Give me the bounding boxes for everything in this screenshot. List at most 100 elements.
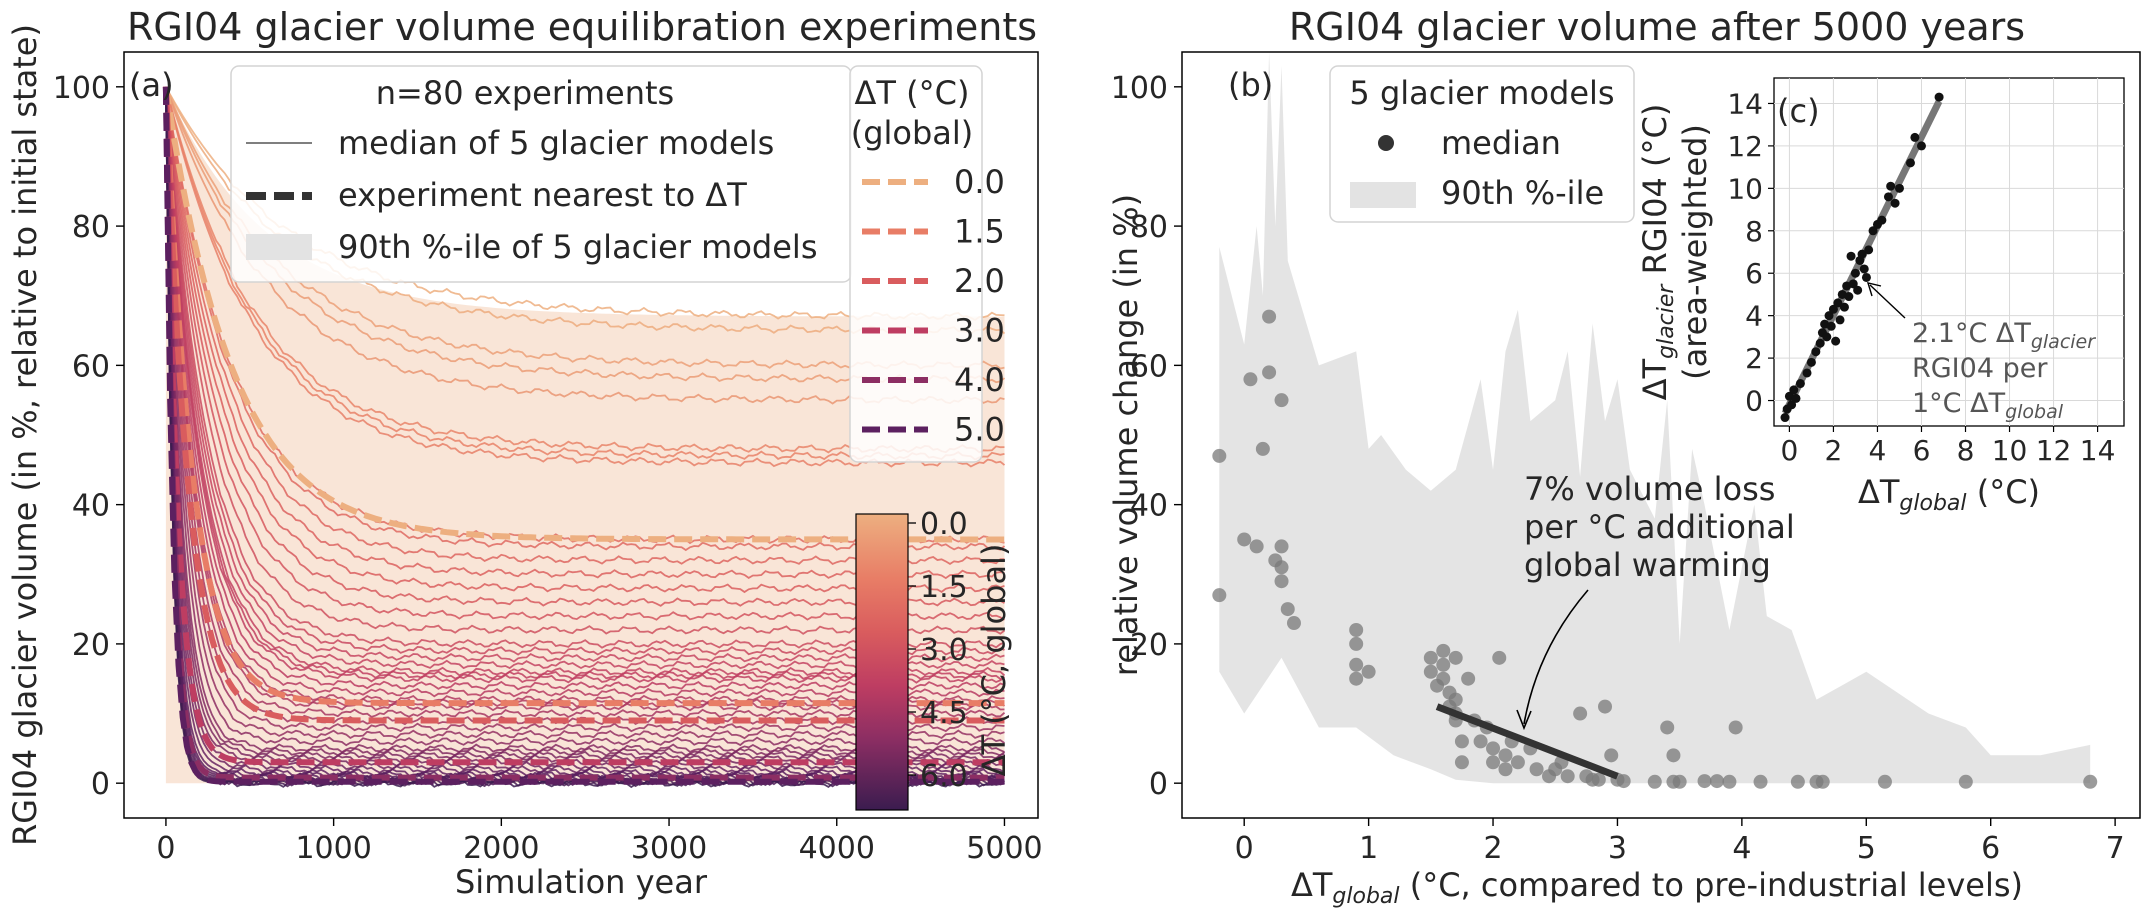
- legend-median-label: median of 5 glacier models: [338, 124, 774, 162]
- median-point: [1423, 664, 1438, 679]
- x-tick-label: 6: [1981, 831, 2000, 866]
- panel-b-annotation: 7% volume loss per °C additional global …: [1516, 470, 1795, 731]
- median-point: [1249, 539, 1264, 554]
- inset-point: [1780, 413, 1790, 423]
- inset-point: [1848, 279, 1858, 289]
- x-tick-label: 10: [1992, 434, 2028, 467]
- inset-point: [1894, 183, 1904, 193]
- dt-legend-label: 1.5: [954, 213, 1005, 251]
- panel-b-letter: (b): [1228, 66, 1273, 104]
- inset-point: [1833, 298, 1843, 308]
- median-point: [1274, 393, 1289, 408]
- inset-point: [1802, 368, 1812, 378]
- y-tick-label: 14: [1727, 87, 1763, 120]
- y-tick-label: 40: [1130, 489, 1168, 524]
- legend-median-dot-icon: [1378, 135, 1394, 151]
- median-point: [1790, 774, 1805, 789]
- panel-a-title: RGI04 glacier volume equilibration exper…: [127, 5, 1037, 49]
- panel-c-grid: [1774, 78, 2124, 426]
- panel-c-y-label-2: (area-weighted): [1676, 124, 1714, 380]
- x-tick-label: 3: [1608, 831, 1627, 866]
- x-tick-label: 1000: [295, 831, 371, 866]
- inset-point: [1857, 249, 1867, 259]
- panel-a-y-ticks: 0 20 40 60 80 100: [53, 71, 124, 802]
- median-point: [1672, 774, 1687, 789]
- median-point: [1722, 774, 1737, 789]
- colorbar-tick-label: 0.0: [920, 507, 968, 542]
- panel-c-y-ticks: 0 2 4 6 8 10 12 14: [1727, 87, 1774, 418]
- median-point: [1647, 774, 1662, 789]
- median-point: [1473, 734, 1488, 749]
- dt-legend-title-2: (global): [851, 114, 974, 152]
- median-point: [1286, 616, 1301, 631]
- inset-point: [1846, 251, 1856, 261]
- inset-point: [1835, 315, 1845, 325]
- x-tick-label: 1: [1359, 831, 1378, 866]
- y-tick-label: 4: [1745, 300, 1763, 333]
- panel-b-legend: 5 glacier models median 90th %-ile: [1329, 65, 1635, 223]
- inset-point: [1839, 302, 1849, 312]
- median-point: [1349, 622, 1364, 637]
- median-point: [1604, 748, 1619, 763]
- y-tick-label: 100: [1111, 71, 1168, 106]
- x-tick-label: 2: [1483, 831, 1502, 866]
- panel-a-dt-legend: ΔT (°C) (global) 0.0 1.5 2.0 3.0 4.0 5.0: [849, 65, 1005, 463]
- y-tick-label: 20: [1130, 628, 1168, 663]
- inset-point: [1861, 272, 1871, 282]
- y-tick-label: 8: [1745, 215, 1763, 248]
- inset-point: [1824, 311, 1834, 321]
- y-tick-label: 100: [53, 71, 110, 106]
- x-tick-label: 0: [1235, 831, 1254, 866]
- panel-c-letter: (c): [1777, 92, 1820, 130]
- inset-point: [1791, 393, 1801, 403]
- median-point: [1560, 769, 1575, 784]
- inset-point: [1934, 92, 1944, 102]
- median-point: [1274, 560, 1289, 575]
- colorbar-tick-label: 1.5: [920, 570, 968, 605]
- inset-point: [1883, 192, 1893, 202]
- panel-a-legend: n=80 experiments median of 5 glacier mod…: [230, 65, 852, 283]
- median-point: [1349, 657, 1364, 672]
- median-point: [1486, 741, 1501, 756]
- x-tick-label: 14: [2080, 434, 2116, 467]
- colorbar-tick-label: 3.0: [920, 633, 968, 668]
- panel-c-annotation-arrow: [1869, 284, 1906, 319]
- median-point: [1212, 448, 1227, 463]
- median-point: [1815, 774, 1830, 789]
- dt-legend-label: 4.0: [954, 361, 1005, 399]
- panel-c-annotation-line-3: 1°C ΔTglobal: [1912, 388, 2064, 423]
- median-point: [1591, 772, 1606, 787]
- legend-b-band-swatch-icon: [1350, 182, 1416, 208]
- median-point: [1498, 762, 1513, 777]
- median-point: [1753, 774, 1768, 789]
- inset-point: [1826, 321, 1836, 331]
- x-tick-label: 3000: [631, 831, 707, 866]
- median-point: [1461, 671, 1476, 686]
- annotation-line-2: per °C additional: [1524, 508, 1795, 546]
- dt-legend-label: 5.0: [954, 411, 1005, 449]
- colorbar-tick-label: 4.5: [920, 696, 968, 731]
- y-tick-label: 60: [1130, 349, 1168, 384]
- panel-a-colorbar: 0.0 1.5 3.0 4.5 6.0 ΔT (°C, global): [855, 507, 1013, 811]
- inset-point: [1795, 379, 1805, 389]
- median-point: [1255, 441, 1270, 456]
- nearest-experiment-line: [162, 86, 1005, 781]
- panel-a-legend-header: n=80 experiments: [376, 74, 674, 112]
- inset-point: [1822, 332, 1832, 342]
- y-tick-label: 20: [72, 628, 110, 663]
- inset-point: [1844, 292, 1854, 302]
- y-tick-label: 40: [72, 489, 110, 524]
- inset-point: [1850, 268, 1860, 278]
- inset-point: [1916, 141, 1926, 151]
- panel-a-y-label: RGI04 glacier volume (in %, relative to …: [6, 24, 44, 846]
- median-point: [1660, 720, 1675, 735]
- x-tick-label: 5000: [966, 831, 1042, 866]
- panel-c-points: [1780, 92, 1944, 423]
- median-point: [1262, 365, 1277, 380]
- inset-point: [1868, 226, 1878, 236]
- panel-b-x-label: ΔTglobal (°C, compared to pre-industrial…: [1291, 866, 2023, 909]
- median-point: [1573, 706, 1588, 721]
- median-point: [1274, 574, 1289, 589]
